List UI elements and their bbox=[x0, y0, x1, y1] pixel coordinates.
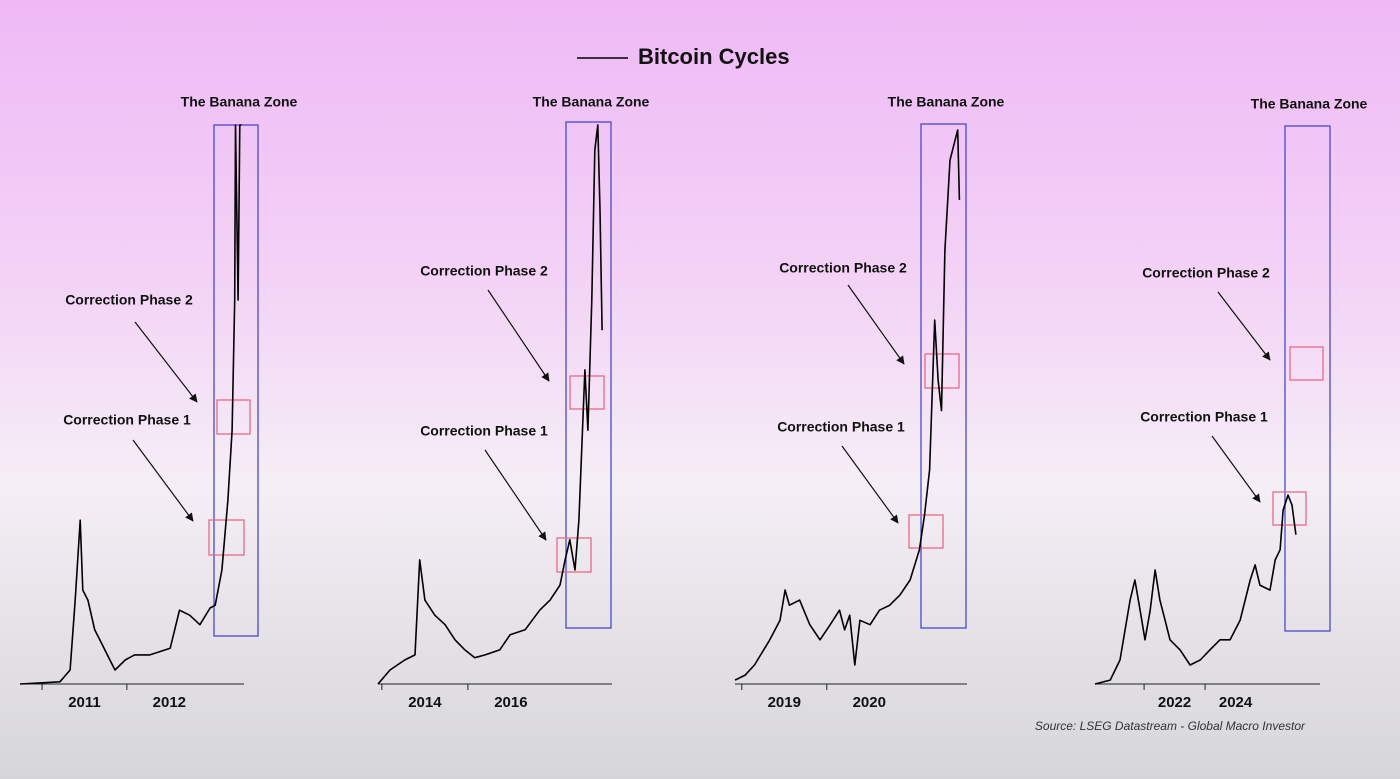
x-tick-label: 2019 bbox=[768, 694, 801, 711]
price-line bbox=[734, 129, 961, 681]
arrow bbox=[132, 439, 194, 522]
annotation: Correction Phase 2 bbox=[65, 292, 193, 308]
annotation: Correction Phase 2 bbox=[1142, 265, 1270, 281]
arrow bbox=[487, 289, 550, 382]
arrow bbox=[841, 445, 899, 524]
arrow bbox=[484, 449, 547, 541]
price-line bbox=[1094, 494, 1297, 685]
annotation: The Banana Zone bbox=[181, 94, 298, 110]
annotation: Correction Phase 2 bbox=[779, 260, 907, 276]
annotation: Correction Phase 1 bbox=[63, 412, 191, 428]
banana-box bbox=[565, 121, 612, 629]
annotation: Correction Phase 1 bbox=[777, 419, 905, 435]
correction-box bbox=[1289, 346, 1324, 381]
x-tick-label: 2020 bbox=[853, 694, 886, 711]
annotation: Correction Phase 2 bbox=[420, 263, 548, 279]
x-tick-label: 2012 bbox=[153, 694, 186, 711]
x-tick-label: 2011 bbox=[68, 694, 101, 711]
banana-box bbox=[1284, 125, 1331, 632]
correction-box bbox=[556, 537, 592, 573]
correction-box bbox=[1272, 491, 1307, 526]
annotation: Correction Phase 1 bbox=[420, 423, 548, 439]
arrow bbox=[1211, 435, 1261, 503]
annotation: The Banana Zone bbox=[888, 94, 1005, 110]
x-tick-label: 2022 bbox=[1158, 694, 1191, 711]
annotation: The Banana Zone bbox=[533, 94, 650, 110]
banana-box bbox=[920, 123, 967, 629]
x-tick-label: 2024 bbox=[1219, 694, 1253, 711]
x-tick-label: 2016 bbox=[494, 694, 527, 711]
arrow bbox=[134, 321, 198, 403]
arrow bbox=[847, 284, 905, 365]
price-line bbox=[377, 124, 603, 685]
legend-label: Bitcoin Cycles bbox=[638, 44, 790, 69]
source: Source: LSEG Datastream - Global Macro I… bbox=[1035, 719, 1306, 733]
price-line bbox=[19, 124, 242, 685]
annotation: The Banana Zone bbox=[1251, 96, 1368, 112]
annotation: Correction Phase 1 bbox=[1140, 409, 1268, 425]
arrow bbox=[1217, 291, 1271, 361]
correction-box bbox=[908, 514, 944, 549]
x-tick-label: 2014 bbox=[408, 694, 442, 711]
